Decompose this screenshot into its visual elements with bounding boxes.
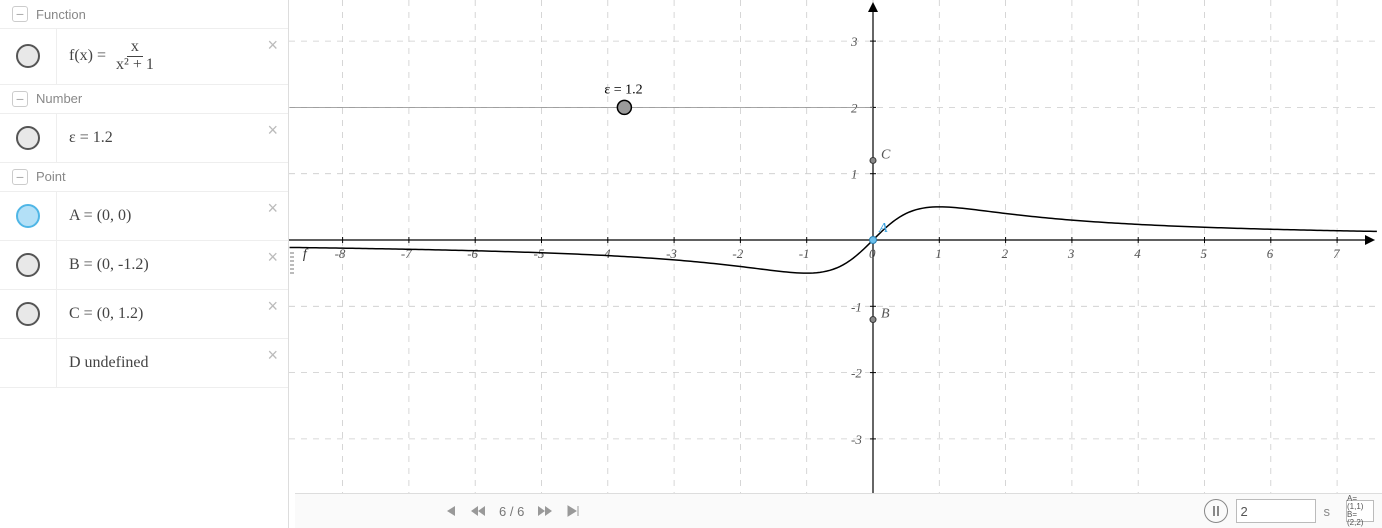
speed-unit: s: [1324, 504, 1331, 519]
item-row-D[interactable]: D undefined ×: [0, 339, 288, 388]
svg-text:2: 2: [1002, 246, 1009, 261]
speed-input[interactable]: [1236, 499, 1316, 523]
style-dot-icon[interactable]: [16, 44, 40, 68]
section-header-point[interactable]: − Point: [0, 163, 288, 192]
play-controls: s A=(1,1) B=(2,2): [1204, 499, 1375, 523]
style-cell[interactable]: [0, 29, 57, 84]
svg-text:1: 1: [935, 246, 942, 261]
collapse-icon[interactable]: −: [12, 169, 28, 185]
fraction-numer: x: [127, 39, 143, 57]
section-title: Function: [36, 7, 86, 22]
svg-text:3: 3: [1067, 246, 1075, 261]
app-root: − Function f(x) = x x² + 1 × − Number: [0, 0, 1382, 528]
graphics-view[interactable]: -8-7-6-5-4-3-2-101234567-3-2-1123fε = 1.…: [289, 0, 1382, 528]
svg-text:C: C: [881, 147, 891, 162]
section-title: Number: [36, 91, 82, 106]
item-row-A[interactable]: A = (0, 0) ×: [0, 192, 288, 241]
close-icon[interactable]: ×: [267, 247, 278, 268]
collapse-icon[interactable]: −: [12, 91, 28, 107]
item-label: A = (0, 0): [57, 197, 288, 235]
item-label: f(x) = x x² + 1: [57, 29, 288, 84]
item-row-f[interactable]: f(x) = x x² + 1 ×: [0, 29, 288, 85]
point-A[interactable]: [870, 237, 877, 244]
svg-text:-2: -2: [851, 366, 862, 381]
style-dot-icon[interactable]: [16, 126, 40, 150]
close-icon[interactable]: ×: [267, 120, 278, 141]
style-cell[interactable]: [0, 241, 57, 289]
close-icon[interactable]: ×: [267, 296, 278, 317]
item-row-eps[interactable]: ε = 1.2 ×: [0, 114, 288, 163]
svg-text:-1: -1: [799, 246, 810, 261]
point-C[interactable]: [870, 157, 876, 163]
pane-resizer[interactable]: [289, 0, 295, 528]
item-label: C = (0, 1.2): [57, 295, 288, 333]
svg-text:A: A: [878, 221, 888, 236]
style-dot-icon[interactable]: [16, 302, 40, 326]
step-counter: 6 / 6: [499, 504, 524, 519]
fraction-denom: x² + 1: [112, 57, 158, 74]
f-lhs: f(x) =: [69, 47, 106, 65]
svg-text:1: 1: [851, 167, 858, 182]
section-title: Point: [36, 169, 66, 184]
point-B[interactable]: [870, 317, 876, 323]
svg-text:-1: -1: [851, 299, 862, 314]
style-cell[interactable]: [0, 192, 57, 240]
first-step-icon[interactable]: [443, 504, 459, 518]
style-cell: [0, 339, 57, 387]
svg-text:-2: -2: [732, 246, 743, 261]
item-row-B[interactable]: B = (0, -1.2) ×: [0, 241, 288, 290]
step-navigation: 6 / 6: [443, 504, 580, 519]
svg-text:5: 5: [1201, 246, 1208, 261]
item-label: B = (0, -1.2): [57, 246, 288, 284]
collapse-icon[interactable]: −: [12, 6, 28, 22]
style-cell[interactable]: [0, 114, 57, 162]
prev-step-icon[interactable]: [469, 504, 485, 518]
svg-text:0: 0: [869, 246, 876, 261]
svg-text:ε = 1.2: ε = 1.2: [604, 82, 642, 97]
svg-text:4: 4: [1134, 246, 1141, 261]
chart-canvas[interactable]: -8-7-6-5-4-3-2-101234567-3-2-1123fε = 1.…: [289, 0, 1377, 494]
item-label: ε = 1.2: [57, 119, 288, 157]
section-header-function[interactable]: − Function: [0, 0, 288, 29]
svg-text:7: 7: [1333, 246, 1340, 261]
svg-text:3: 3: [850, 34, 858, 49]
last-step-icon[interactable]: [564, 504, 580, 518]
style-dot-icon[interactable]: [16, 204, 40, 228]
svg-text:B: B: [881, 307, 890, 322]
navigation-bar: 6 / 6 s A=(1,1) B=(2,2): [295, 493, 1382, 528]
close-icon[interactable]: ×: [267, 35, 278, 56]
pause-button[interactable]: [1204, 499, 1228, 523]
item-label: D undefined: [57, 344, 288, 382]
protocol-line: B=(2,2): [1347, 511, 1373, 527]
svg-text:2: 2: [851, 100, 858, 115]
close-icon[interactable]: ×: [267, 345, 278, 366]
protocol-button[interactable]: A=(1,1) B=(2,2): [1346, 500, 1374, 522]
svg-text:-6: -6: [467, 246, 478, 261]
svg-text:-3: -3: [851, 432, 862, 447]
svg-text:-4: -4: [600, 246, 611, 261]
item-row-C[interactable]: C = (0, 1.2) ×: [0, 290, 288, 339]
fraction: x x² + 1: [112, 39, 158, 74]
section-header-number[interactable]: − Number: [0, 85, 288, 114]
algebra-sidebar: − Function f(x) = x x² + 1 × − Number: [0, 0, 289, 528]
svg-text:-7: -7: [401, 246, 412, 261]
close-icon[interactable]: ×: [267, 198, 278, 219]
style-cell[interactable]: [0, 290, 57, 338]
epsilon-slider-handle[interactable]: [617, 100, 631, 114]
protocol-line: A=(1,1): [1347, 495, 1373, 511]
svg-text:6: 6: [1267, 246, 1274, 261]
style-dot-icon[interactable]: [16, 253, 40, 277]
next-step-icon[interactable]: [538, 504, 554, 518]
